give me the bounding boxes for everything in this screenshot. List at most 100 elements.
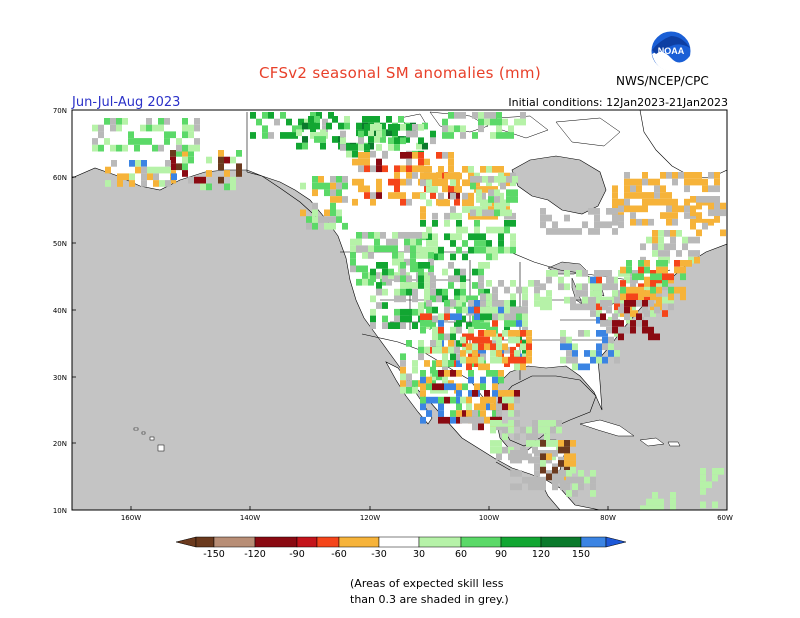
anomaly-cell	[472, 295, 478, 303]
anomaly-cell	[658, 498, 664, 506]
anomaly-cell	[496, 336, 502, 344]
anomaly-cell	[386, 116, 392, 123]
anomaly-cell	[632, 293, 638, 301]
anomaly-cell	[502, 426, 508, 434]
anomaly-cell	[426, 233, 432, 241]
anomaly-cell	[462, 306, 468, 314]
anomaly-cell	[442, 353, 448, 361]
anomaly-cell	[370, 295, 376, 303]
anomaly-cell	[110, 118, 116, 125]
anomaly-cell	[478, 112, 484, 119]
anomaly-cell	[474, 306, 480, 314]
anomaly-cell	[478, 416, 484, 424]
anomaly-cell	[502, 433, 508, 441]
anomaly-cell	[642, 320, 648, 327]
anomaly-cell	[546, 470, 552, 477]
anomaly-cell	[624, 276, 630, 284]
anomaly-cell	[584, 350, 590, 357]
anomaly-cell	[472, 356, 478, 364]
colorbar-tick-1: -150	[203, 549, 225, 560]
anomaly-cell	[432, 220, 438, 227]
anomaly-cell	[502, 330, 508, 337]
anomaly-cell	[368, 252, 374, 259]
anomaly-cell	[400, 360, 406, 367]
anomaly-cell	[502, 343, 508, 351]
anomaly-cell	[158, 124, 164, 132]
anomaly-cell	[380, 278, 386, 286]
anomaly-cell	[324, 182, 330, 190]
anomaly-cell	[104, 138, 110, 145]
anomaly-cell	[534, 456, 540, 464]
anomaly-cell	[652, 492, 658, 499]
anomaly-cell	[552, 466, 558, 474]
anomaly-cell	[448, 112, 454, 119]
anomaly-cell	[488, 196, 494, 203]
anomaly-cell	[450, 353, 456, 361]
anomaly-cell	[612, 283, 618, 291]
anomaly-cell	[428, 258, 434, 266]
anomaly-cell	[484, 396, 490, 404]
anomaly-cell	[182, 163, 188, 171]
anomaly-cell	[262, 132, 268, 139]
anomaly-cell	[714, 209, 720, 217]
anomaly-cell	[582, 290, 588, 297]
anomaly-cell	[608, 350, 614, 357]
anomaly-cell	[404, 245, 410, 253]
anomaly-cell	[528, 476, 534, 484]
anomaly-cell	[624, 172, 630, 179]
anomaly-cell	[432, 179, 438, 187]
anomaly-cell	[620, 266, 626, 274]
anomaly-cell	[646, 505, 652, 510]
anomaly-cell	[194, 124, 200, 132]
anomaly-cell	[494, 189, 500, 197]
anomaly-cell	[504, 300, 510, 307]
anomaly-cell	[362, 272, 368, 279]
anomaly-cell	[708, 196, 714, 203]
anomaly-cell	[352, 198, 358, 206]
anomaly-cell	[442, 178, 448, 186]
anomaly-cell	[510, 483, 516, 491]
anomaly-cell	[456, 416, 462, 424]
anomaly-cell	[602, 303, 608, 311]
anomaly-cell	[670, 492, 676, 499]
anomaly-cell	[308, 122, 314, 130]
anomaly-cell	[388, 124, 394, 131]
anomaly-cell	[612, 313, 618, 321]
anomaly-cell	[516, 313, 522, 321]
anomaly-cell	[456, 246, 462, 254]
anomaly-cell	[508, 356, 514, 364]
anomaly-cell	[404, 238, 410, 246]
anomaly-cell	[170, 150, 176, 157]
anomaly-cell	[420, 383, 426, 391]
season-label: Jun-Jul-Aug 2023	[72, 95, 181, 110]
anomaly-cell	[526, 433, 532, 441]
colorbar-swatch-9	[460, 536, 502, 548]
anomaly-cell	[594, 270, 600, 277]
anomaly-cell	[572, 363, 578, 371]
anomaly-cell	[418, 340, 424, 347]
anomaly-cell	[492, 320, 498, 327]
anomaly-cell	[448, 185, 454, 193]
anomaly-cell	[624, 313, 630, 321]
anomaly-cell	[558, 476, 564, 484]
anomaly-cell	[490, 330, 496, 337]
anomaly-cell	[694, 250, 700, 257]
lon-label-160w: 160W	[121, 514, 141, 522]
anomaly-cell	[362, 265, 368, 273]
anomaly-cell	[442, 118, 448, 126]
anomaly-cell	[438, 383, 444, 391]
anomaly-cell	[484, 363, 490, 371]
anomaly-cell	[224, 183, 230, 191]
anomaly-cell	[498, 192, 504, 200]
anomaly-cell	[662, 296, 668, 304]
anomaly-cell	[286, 118, 292, 126]
anomaly-cell	[400, 295, 406, 303]
anomaly-cell	[376, 282, 382, 289]
anomaly-cell	[646, 236, 652, 244]
anomaly-cell	[438, 326, 444, 334]
anomaly-cell	[376, 192, 382, 199]
anomaly-cell	[386, 238, 392, 246]
anomaly-cell	[330, 209, 336, 217]
anomaly-cell	[448, 275, 454, 283]
anomaly-cell	[708, 218, 714, 226]
